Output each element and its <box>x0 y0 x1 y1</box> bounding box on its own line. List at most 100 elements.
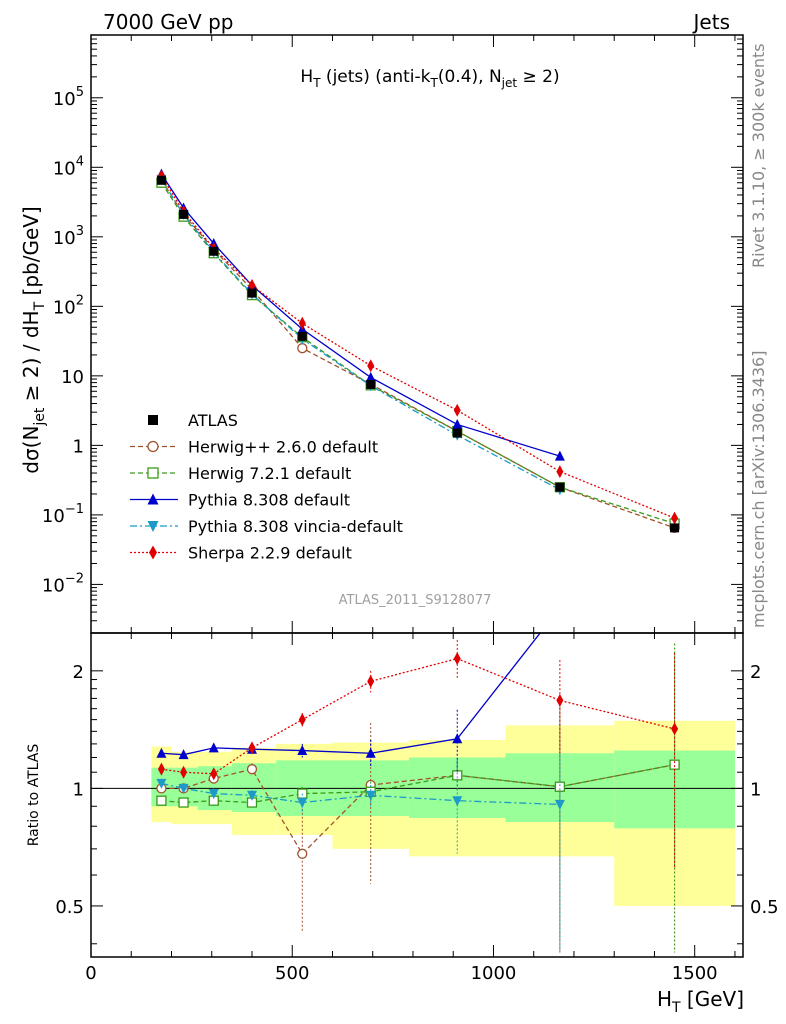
ratio-series-layer <box>156 632 680 953</box>
x-tick-label: 1000 <box>471 963 517 984</box>
atlas-data-point <box>670 523 680 533</box>
ratio-marker-0 <box>246 764 258 775</box>
mcplots-reference-text: mcplots.cern.ch [arXiv:1306.3436] <box>749 351 768 628</box>
y-axis-label: dσ(Njet ≥ 2) / dHT [pb/GeV] <box>19 206 48 473</box>
series-marker-2 <box>554 450 565 461</box>
y-tick-label: 1 <box>73 436 84 457</box>
ratio-marker-2 <box>156 747 167 758</box>
series-marker-2 <box>365 371 376 382</box>
ratio-marker-1 <box>178 797 189 808</box>
legend-entry: Sherpa 2.2.9 default <box>130 544 352 563</box>
ratio-line-2 <box>161 632 541 756</box>
legend-entry: Herwig++ 2.6.0 default <box>130 438 378 457</box>
ratio-marker-4 <box>210 767 218 781</box>
legend-marker <box>147 467 159 479</box>
legend-label: Sherpa 2.2.9 default <box>188 544 352 563</box>
ratio-y-axis-label: Ratio to ATLAS <box>26 744 42 847</box>
ratio-marker-2 <box>208 742 219 753</box>
atlas-data-point <box>209 246 219 256</box>
ratio-marker-4 <box>671 722 679 736</box>
legend-marker <box>149 545 157 560</box>
atlas-data-point <box>555 482 565 492</box>
series-marker-4 <box>298 316 306 330</box>
y-tick-label: 10−1 <box>42 502 84 527</box>
ratio-marker-2 <box>297 745 308 756</box>
ratio-marker-3 <box>297 798 308 809</box>
legend-entry: ATLAS <box>148 411 238 430</box>
legend-marker <box>147 493 159 505</box>
legend-label: Herwig 7.2.1 default <box>188 464 351 483</box>
atlas-data-point <box>452 428 462 438</box>
ratio-marker-4 <box>367 674 375 688</box>
legend-marker <box>147 521 159 532</box>
ratio-marker-4 <box>180 765 188 779</box>
x-tick-label: 500 <box>275 963 309 984</box>
legend-entry: Pythia 8.308 default <box>130 491 350 510</box>
legend-label: ATLAS <box>188 411 238 430</box>
ratio-marker-2 <box>178 749 189 760</box>
ratio-marker-4 <box>248 741 256 755</box>
y-tick-label: 104 <box>53 154 84 179</box>
atlas-data-layer <box>156 175 680 533</box>
series-marker-4 <box>556 465 564 479</box>
ratio-marker-3 <box>452 796 463 807</box>
ratio-marker-0 <box>297 848 308 859</box>
legend-marker <box>148 415 158 425</box>
analysis-watermark: ATLAS_2011_S9128077 <box>339 593 492 608</box>
y-tick-label: 103 <box>53 224 84 249</box>
ratio-marker-3 <box>156 778 167 789</box>
ratio-line-0 <box>161 764 675 855</box>
atlas-data-point <box>366 380 376 390</box>
legend-marker <box>147 440 159 453</box>
atlas-data-point <box>297 331 307 341</box>
atlas-data-point <box>156 175 166 185</box>
x-tick-label: 1500 <box>672 963 718 984</box>
legend-label: Herwig++ 2.6.0 default <box>188 438 378 457</box>
series-marker-4 <box>453 403 461 417</box>
series-marker-0 <box>297 343 308 354</box>
ratio-tick-label: 0.5 <box>55 897 84 918</box>
y-tick-label: 10−2 <box>42 571 84 596</box>
ratio-marker-2 <box>452 733 463 744</box>
series-line-2 <box>160 173 561 457</box>
ratio-tick-label: 1 <box>73 779 84 800</box>
plot-title: HT (jets) (anti-kT(0.4), Njet ≥ 2) <box>300 67 559 90</box>
y-tick-label: 10 <box>61 367 84 388</box>
ratio-marker-1 <box>156 795 167 806</box>
atlas-data-point <box>247 288 257 298</box>
series-line-3 <box>160 179 561 491</box>
series-marker-4 <box>367 359 375 373</box>
ratio-line-1 <box>161 764 675 804</box>
ratio-marker-3 <box>178 783 189 794</box>
atlas-data-point <box>179 209 189 219</box>
ratio-marker-4 <box>157 762 165 776</box>
header-right: Jets <box>692 10 730 34</box>
ratio-tick-label: 2 <box>73 662 84 683</box>
y-tick-label: 102 <box>53 293 84 318</box>
ratio-marker-2 <box>365 747 376 758</box>
legend-label: Pythia 8.308 default <box>188 491 350 510</box>
series-marker-2 <box>452 418 463 429</box>
ratio-marker-3 <box>554 799 565 810</box>
legend-entry: Herwig 7.2.1 default <box>130 464 351 483</box>
ratio-tick-label: 0.5 <box>750 897 779 918</box>
y-tick-label: 105 <box>53 85 84 110</box>
legend-label: Pythia 8.308 vincia-default <box>188 517 403 536</box>
ratio-marker-3 <box>246 790 257 801</box>
ratio-marker-3 <box>365 790 376 801</box>
rivet-version-text: Rivet 3.1.10, ≥ 300k events <box>749 43 768 268</box>
ratio-marker-4 <box>453 652 461 666</box>
ratio-uncertainty-bands <box>91 720 743 906</box>
x-tick-label: 0 <box>85 963 96 984</box>
series-marker-4 <box>671 511 679 525</box>
legend-entry: Pythia 8.308 vincia-default <box>130 517 403 536</box>
ratio-tick-label: 1 <box>750 779 761 800</box>
ratio-marker-4 <box>298 713 306 727</box>
ratio-marker-4 <box>556 693 564 707</box>
ratio-marker-3 <box>208 789 219 800</box>
ratio-tick-label: 2 <box>750 662 761 683</box>
ratio-marker-1 <box>452 770 463 781</box>
ratio-frame <box>90 632 744 958</box>
